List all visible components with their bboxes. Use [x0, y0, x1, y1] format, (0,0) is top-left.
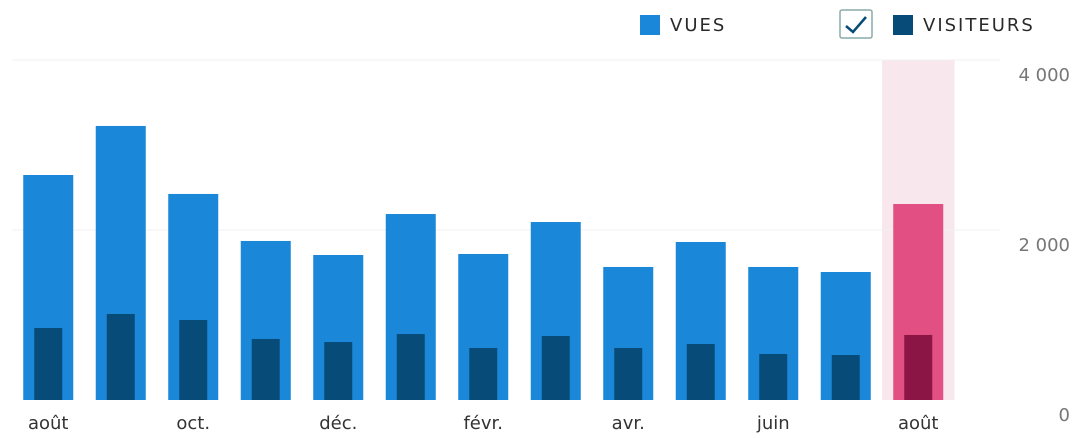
bar	[469, 347, 498, 400]
bar	[179, 320, 208, 400]
bar	[541, 335, 570, 400]
x-tick-label: févr.	[463, 413, 503, 434]
x-tick-label: oct.	[176, 413, 210, 434]
bar	[106, 313, 135, 400]
bar	[831, 355, 860, 400]
legend-swatch	[893, 15, 913, 35]
checkmark	[845, 16, 867, 34]
bar	[904, 334, 933, 400]
bar	[759, 354, 788, 400]
x-tick-label: déc.	[319, 413, 357, 434]
bar	[614, 347, 643, 400]
legend	[839, 9, 873, 39]
x-tick-label: juin	[756, 413, 790, 434]
y-tick-label: 0	[1059, 405, 1070, 426]
legend-label: VISITEURS	[923, 15, 1035, 36]
x-tick-label: août	[28, 413, 69, 434]
y-tick-label: 2 000	[1018, 235, 1070, 256]
legend-swatch	[640, 15, 660, 35]
x-tick-label: avr.	[612, 413, 645, 434]
bar	[324, 342, 353, 400]
y-tick-label: 4 000	[1018, 65, 1070, 86]
legend-label: VUES	[670, 15, 726, 36]
bar	[686, 343, 715, 400]
bar	[251, 338, 280, 400]
legend-checkbox[interactable]	[839, 9, 873, 39]
x-tick-label: août	[898, 413, 939, 434]
bar	[396, 334, 425, 400]
bar	[34, 328, 63, 400]
